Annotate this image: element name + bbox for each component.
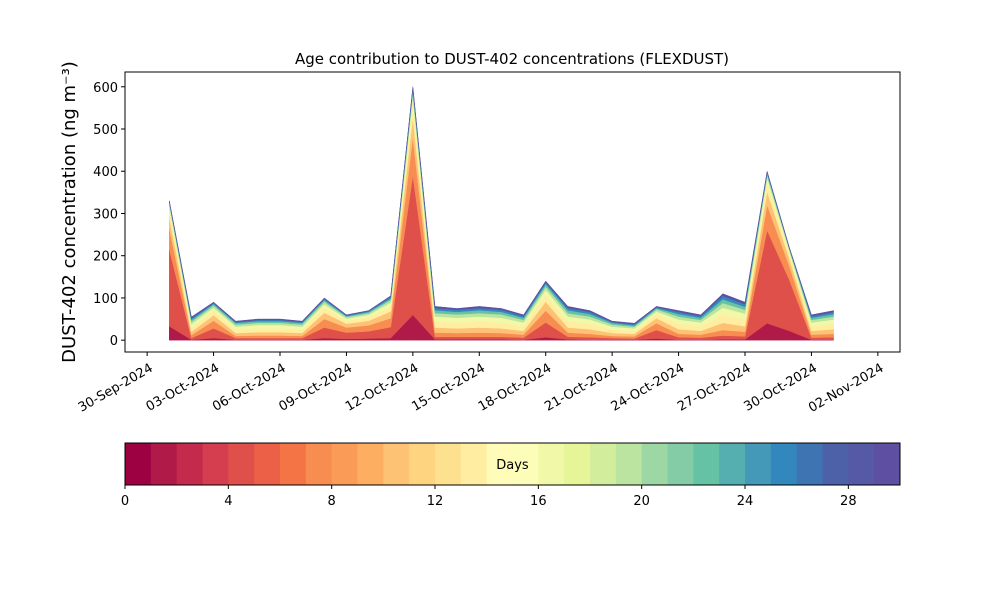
colorbar-swatch <box>254 443 281 485</box>
colorbar-swatch <box>176 443 203 485</box>
colorbar-swatch <box>280 443 307 485</box>
colorbar-tick-label: 16 <box>530 494 547 509</box>
colorbar-swatch <box>125 443 152 485</box>
colorbar-swatch <box>693 443 720 485</box>
x-tick-label: 24-Oct-2024 <box>609 361 687 415</box>
colorbar-swatch <box>331 443 358 485</box>
colorbar-swatch <box>822 443 849 485</box>
x-tick-label: 15-Oct-2024 <box>409 361 487 415</box>
area-layer <box>169 96 834 332</box>
colorbar-tick-label: 28 <box>840 494 857 509</box>
x-tick-label: 18-Oct-2024 <box>476 361 554 415</box>
colorbar-swatch <box>667 443 694 485</box>
colorbar-swatch <box>435 443 462 485</box>
y-tick-label: 500 <box>93 123 118 138</box>
area-layer <box>169 88 834 326</box>
colorbar-swatch <box>409 443 436 485</box>
colorbar-label: Days <box>496 458 529 473</box>
y-tick-label: 0 <box>110 334 118 349</box>
colorbar-tick-label: 12 <box>427 494 444 509</box>
y-tick-label: 400 <box>93 165 118 180</box>
area-layer <box>169 91 834 329</box>
colorbar-swatch <box>745 443 772 485</box>
x-tick-label: 27-Oct-2024 <box>675 361 753 415</box>
colorbar-tick-label: 8 <box>328 494 336 509</box>
colorbar-swatch <box>770 443 798 485</box>
colorbar-frame <box>124 442 901 486</box>
x-tick-label: 09-Oct-2024 <box>277 361 355 415</box>
colorbar-swatch <box>641 443 668 485</box>
x-tick-label: 30-Sep-2024 <box>76 361 156 416</box>
colorbar-swatch <box>796 443 823 485</box>
colorbar-swatch <box>512 443 539 485</box>
colorbar-tick-label: 4 <box>224 494 232 509</box>
colorbar-swatch <box>460 443 488 485</box>
x-tick-label: 03-Oct-2024 <box>144 361 222 415</box>
x-tick-label: 02-Nov-2024 <box>806 361 886 416</box>
y-tick-label: 200 <box>93 250 118 265</box>
area-layer <box>169 86 834 325</box>
colorbar-swatch <box>305 443 333 485</box>
colorbar-swatch <box>383 443 410 485</box>
colorbar-tick-label: 0 <box>121 494 129 509</box>
colorbar-swatch <box>357 443 384 485</box>
y-tick-label: 100 <box>93 292 118 307</box>
colorbar-swatch <box>228 443 255 485</box>
colorbar-swatch <box>538 443 565 485</box>
x-tick-label: 06-Oct-2024 <box>210 361 288 415</box>
x-tick-label: 21-Oct-2024 <box>542 361 620 415</box>
colorbar-swatch <box>848 443 875 485</box>
y-tick-label: 300 <box>93 207 118 222</box>
colorbar-swatch <box>615 443 643 485</box>
colorbar-swatch <box>486 443 513 485</box>
colorbar-swatch <box>874 443 901 485</box>
colorbar-swatch <box>150 443 178 485</box>
colorbar-swatch <box>590 443 617 485</box>
plot-frame <box>124 71 901 353</box>
colorbar-swatch <box>564 443 591 485</box>
area-layer <box>169 89 834 327</box>
colorbar-swatch <box>202 443 229 485</box>
x-tick-label: 12-Oct-2024 <box>343 361 421 415</box>
colorbar-swatch <box>719 443 746 485</box>
colorbar-tick-label: 20 <box>633 494 650 509</box>
chart-title: Age contribution to DUST-402 concentrati… <box>295 50 729 68</box>
colorbar-tick-label: 24 <box>737 494 754 509</box>
y-axis-label: DUST-402 concentration (ng m⁻³) <box>59 61 80 363</box>
y-tick-label: 600 <box>93 81 118 96</box>
